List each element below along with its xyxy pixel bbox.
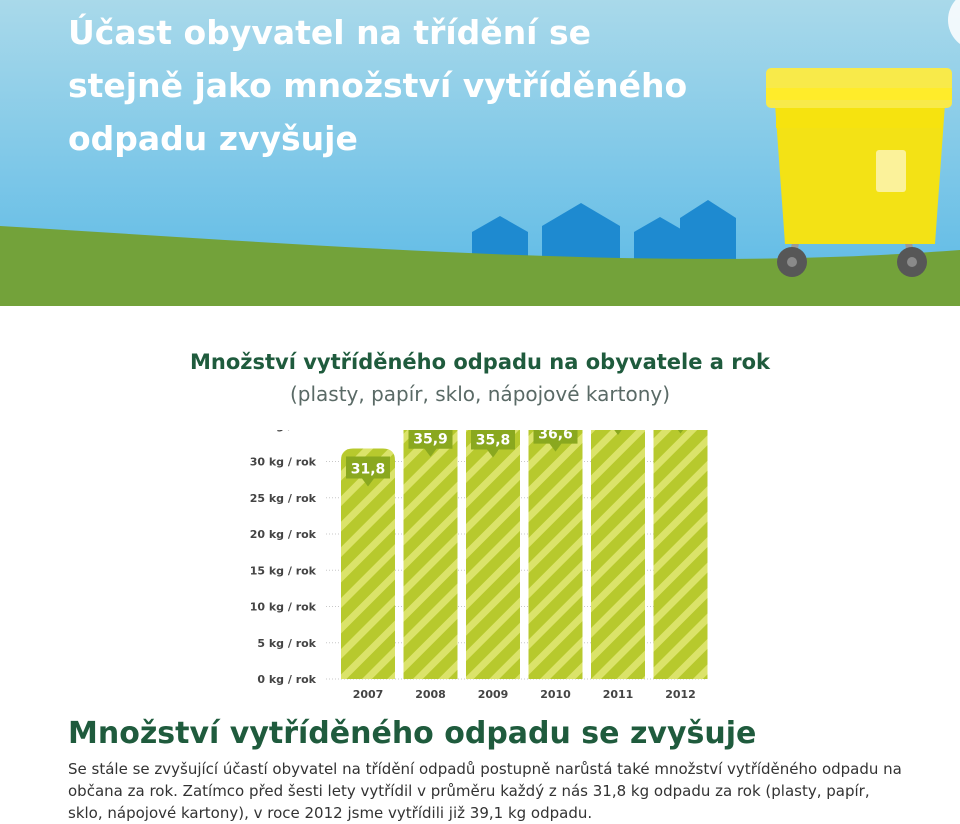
chart-subtitle: (plasty, papír, sklo, nápojové kartony) <box>289 382 671 406</box>
green-hill <box>0 226 960 306</box>
x-tick-label: 2009 <box>478 688 509 701</box>
x-tick-label: 2008 <box>415 688 446 701</box>
chart-title: Množství vytříděného odpadu na obyvatele… <box>189 350 771 374</box>
bar <box>466 430 520 679</box>
data-label: 35,9 <box>413 432 448 448</box>
y-tick-label: 20 kg / rok <box>250 528 317 541</box>
section-paragraph: Se stále se zvyšující účastí obyvatel na… <box>68 760 902 822</box>
x-tick-label: 2007 <box>353 688 384 701</box>
bar <box>528 430 583 679</box>
corner-circle <box>948 0 960 44</box>
data-label: 31,8 <box>351 461 386 477</box>
x-tick-label: 2010 <box>540 688 571 701</box>
value-badge <box>408 430 453 457</box>
y-tick-label: 10 kg / rok <box>250 601 317 614</box>
x-tick-label: 2012 <box>665 688 696 701</box>
hero-banner: Účast obyvatel na třídění se stejně jako… <box>0 0 960 306</box>
y-tick-label: 30 kg / rok <box>250 456 317 469</box>
y-tick-label: 5 kg / rok <box>257 637 316 650</box>
y-tick-label: 25 kg / rok <box>250 492 317 505</box>
hero-illustration <box>0 0 960 306</box>
bar <box>653 430 708 679</box>
data-label: 36,6 <box>538 430 573 443</box>
y-tick-label: 0 kg / rok <box>257 673 316 686</box>
hero-title: Účast obyvatel na třídění se stejně jako… <box>68 13 688 158</box>
houses-icon <box>472 200 736 262</box>
data-label: 35,8 <box>476 432 511 448</box>
bar <box>591 430 645 679</box>
bar-chart: 0 kg / rok 5 kg / rok 10 kg / rok 15 kg / r… <box>250 430 708 701</box>
value-badge <box>346 456 390 487</box>
bar <box>403 430 458 679</box>
section-heading: Množství vytříděného odpadu se zvyšuje <box>68 716 757 751</box>
x-tick-label: 2011 <box>603 688 634 701</box>
value-badge <box>471 430 515 458</box>
value-badge <box>677 430 684 434</box>
y-tick-label: 35 kg / rok <box>250 430 317 432</box>
value-badge <box>614 430 622 435</box>
bar <box>341 448 395 679</box>
yellow-recycling-bin-icon <box>766 68 952 277</box>
y-tick-label: 15 kg / rok <box>250 564 317 577</box>
value-badge <box>533 430 578 452</box>
